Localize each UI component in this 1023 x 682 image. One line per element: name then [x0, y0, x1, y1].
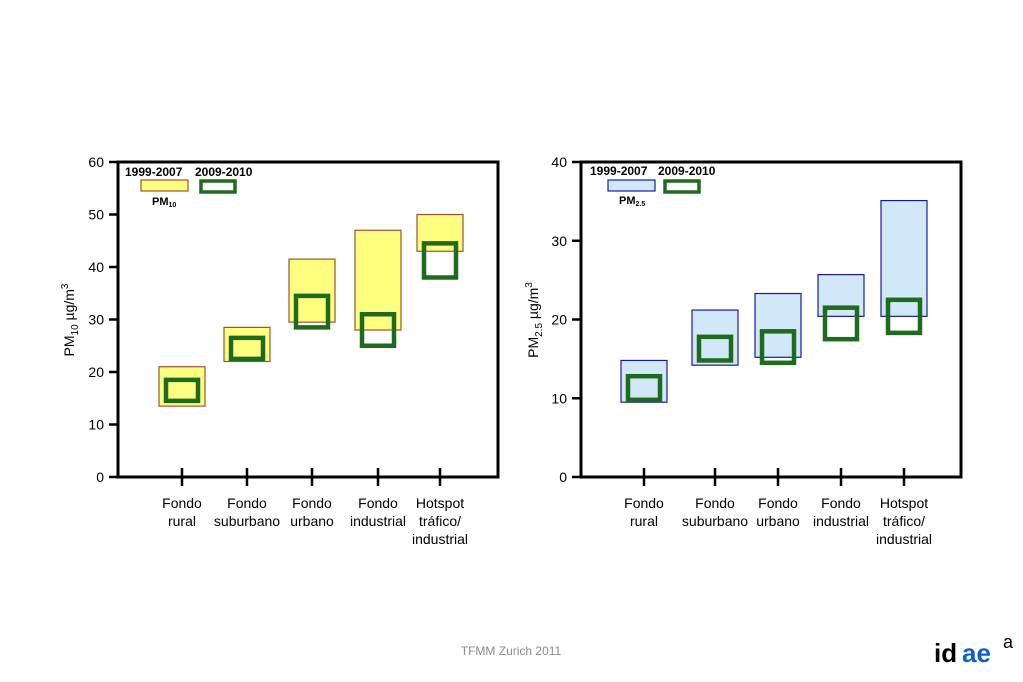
y-tick-label: 20	[88, 364, 104, 380]
range-box-2009-2010	[421, 241, 459, 280]
range-box-2009-2010	[625, 373, 663, 403]
idaea-logo: id ae a	[934, 632, 1014, 668]
logo-text-ae: ae	[962, 638, 991, 668]
y-tick-label: 40	[551, 154, 567, 170]
y-tick-label: 10	[88, 417, 104, 433]
y-tick-label: 30	[551, 233, 567, 249]
range-box-2009-2010	[696, 334, 734, 363]
plot-frame	[579, 160, 963, 479]
x-category-label: Fondo rural	[624, 495, 664, 529]
logo-text-a: a	[1003, 632, 1014, 652]
x-category-label: Hotspot tráfico/industrial	[412, 495, 468, 547]
x-category-label: Fondo suburbano	[682, 495, 748, 529]
x-category-label: Fondo industrial	[350, 495, 406, 529]
legend-period-2: 2009-2010	[658, 164, 716, 178]
range-box-2009-2010	[822, 305, 860, 342]
y-tick-label: 50	[88, 207, 104, 223]
y-tick-label: 10	[551, 390, 567, 406]
legend-swatch-2009-2010	[199, 179, 237, 194]
range-box-2009-2010	[359, 312, 397, 348]
range-box-1999-2007	[880, 199, 928, 317]
plot-frame	[116, 160, 500, 479]
legend-period-1: 1999-2007	[125, 165, 183, 179]
legend-swatch-1999-2007	[607, 179, 656, 192]
y-tick-label: 60	[88, 154, 104, 170]
logo-text-id: id	[934, 638, 957, 668]
legend-pollutant: PM10	[152, 196, 176, 209]
legend-period-2: 2009-2010	[195, 165, 253, 179]
legend-swatch-1999-2007	[140, 179, 189, 192]
y-tick-label: 40	[88, 259, 104, 275]
y-tick-label: 0	[96, 469, 104, 485]
range-box-2009-2010	[759, 329, 797, 366]
x-category-label: Hotspot tráfico/industrial	[876, 495, 932, 547]
range-box-2009-2010	[293, 293, 331, 330]
x-category-label: Fondo urbano	[290, 495, 334, 529]
legend-period-1: 1999-2007	[590, 164, 648, 178]
range-box-2009-2010	[163, 377, 201, 404]
x-category-label: Fondo suburbano	[214, 495, 280, 529]
y-axis-label: PM2.5 µg/m3	[524, 282, 545, 358]
range-box-2009-2010	[885, 297, 923, 336]
x-category-label: Fondo industrial	[813, 495, 869, 529]
chart-pm10: 0 10 20 30 40 50 60 Fondo rural Fondo suburbano Fon…	[60, 154, 500, 547]
footer-text: TFMM Zurich 2011	[461, 644, 562, 658]
legend-pollutant: PM2.5	[619, 195, 645, 208]
x-category-label: Fondo urbano	[756, 495, 800, 529]
x-category-label: Fondo rural	[162, 495, 202, 529]
legend-swatch-2009-2010	[663, 179, 701, 194]
range-box-2009-2010	[228, 335, 266, 362]
y-tick-label: 20	[551, 312, 567, 328]
y-tick-label: 30	[88, 312, 104, 328]
y-axis-label: PM10 µg/m3	[60, 283, 81, 356]
y-tick-label: 0	[559, 469, 567, 485]
